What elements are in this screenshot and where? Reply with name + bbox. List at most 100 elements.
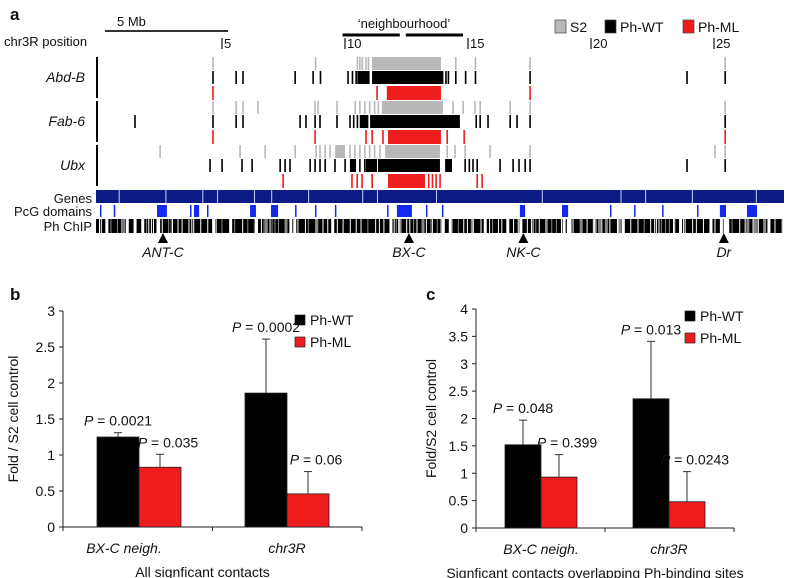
ph-chip-gap (398, 219, 400, 233)
contact-line-wt (445, 71, 447, 84)
contact-line-wt (209, 159, 211, 172)
contact-line-wt (134, 115, 136, 128)
contact-line-wt (686, 159, 688, 172)
contact-line-wt (347, 71, 349, 84)
y-tick-label: 1 (460, 465, 468, 481)
position-tick-label: 10 (347, 36, 361, 51)
contact-line-wt (724, 71, 726, 84)
genes-track (96, 190, 784, 203)
y-tick-label: 4 (460, 301, 468, 317)
p-symbol: P (232, 319, 242, 335)
pcg-domain (634, 205, 636, 217)
landmark-label: NK-C (506, 244, 541, 260)
contact-line-wt (212, 71, 214, 84)
bar-ph-ml (668, 501, 706, 529)
contact-line-s2 (314, 57, 317, 70)
p-value: = 0.048 (502, 400, 553, 416)
contact-line-ml (463, 130, 465, 144)
contact-line-s2 (324, 145, 326, 158)
y-tick-label: 1 (47, 447, 55, 463)
ph-chip-gap (744, 219, 746, 233)
ph-chip-gap (658, 219, 660, 233)
ph-chip-gap (781, 219, 783, 233)
ph-chip-gap (497, 219, 499, 233)
y-tick-label: 2 (47, 375, 55, 391)
ph-chip-gap (562, 219, 566, 233)
bar-ph-ml (540, 476, 578, 529)
y-tick-label: 1.5 (36, 411, 56, 427)
y-tick-label: 0 (47, 519, 55, 535)
p-value: = 0.399 (546, 435, 597, 451)
landmark-arrow-icon (403, 233, 414, 243)
track-label: Genes (54, 191, 93, 206)
ph-chip-gap (100, 219, 102, 233)
viewpoint-label: Ubx (60, 157, 86, 173)
contact-line-wt (242, 115, 244, 128)
ph-chip-gap (395, 219, 397, 233)
contact-line-s2 (454, 145, 456, 158)
ph-chip-gap (342, 219, 344, 233)
y-tick-label: 2.5 (449, 383, 469, 399)
ph-chip-gap (229, 219, 233, 233)
pcg-domain (157, 205, 167, 217)
contact-line-s2 (354, 101, 356, 114)
contact-line-s2 (368, 145, 371, 158)
ph-chip-gap (601, 219, 603, 233)
ph-chip-gap (317, 219, 319, 233)
ph-chip-gap (752, 219, 754, 233)
contact-line-s2 (359, 145, 361, 158)
contact-line-wt (324, 159, 326, 172)
contact-line-wt (235, 71, 237, 84)
p-symbol: P (290, 452, 300, 468)
ph-chip-gap (463, 219, 465, 233)
ph-chip-gap (618, 219, 622, 233)
contact-line-wt (319, 71, 322, 84)
ph-chip-gap (566, 219, 570, 233)
contact-line-ml (314, 130, 316, 144)
contact-block-wt (359, 115, 369, 128)
gene-gap (376, 190, 378, 203)
ph-chip-gap (110, 219, 112, 233)
position-tick-label: 25 (716, 36, 730, 51)
contact-line-wt (344, 159, 346, 172)
ph-chip-gap (234, 219, 236, 233)
pcg-domain (519, 205, 526, 217)
ph-chip-gap (774, 219, 776, 233)
legend-swatch (684, 332, 696, 344)
landmark-arrow-icon (157, 233, 168, 243)
pcg-domain (334, 205, 337, 217)
ph-chip-gap (695, 219, 697, 233)
contact-block-ml (388, 174, 425, 188)
ph-chip-gap (501, 219, 503, 233)
ph-chip-gap (726, 219, 730, 233)
bar-ph-wt (504, 444, 542, 529)
contact-line-wt (529, 115, 531, 128)
gene-gap (691, 190, 693, 203)
y-tick-label: 3 (47, 303, 55, 319)
ph-chip-gap (560, 219, 562, 233)
contact-line-wt (356, 115, 359, 128)
legend-swatch (554, 19, 567, 34)
ph-chip-gap (409, 219, 411, 233)
contact-line-s2 (452, 101, 454, 114)
ph-chip-gap (170, 219, 172, 233)
contact-line-wt (336, 115, 338, 128)
legend-label: Ph-ML (700, 330, 741, 346)
contact-line-s2 (529, 101, 531, 114)
ph-chip-gap (650, 219, 652, 233)
p-symbol: P (621, 321, 631, 337)
contact-line-wt (468, 159, 471, 172)
p-value-label: P = 0.048 (493, 400, 554, 416)
ph-chip-gap (630, 219, 632, 233)
contact-line-s2 (242, 101, 244, 114)
viewpoint-label: Abd-B (45, 69, 85, 85)
contact-line-s2 (464, 145, 466, 158)
ph-chip-gap (489, 219, 491, 233)
ph-chip-gap (480, 219, 482, 233)
ph-chip-gap (674, 219, 676, 233)
bar-ph-ml (138, 466, 182, 528)
ph-chip-gap (532, 219, 534, 233)
viewpoint-label: Fab-6 (48, 113, 85, 129)
ph-chip-gap (277, 219, 279, 233)
neighbourhood-label: ‘neighbourhood’ (358, 16, 451, 31)
